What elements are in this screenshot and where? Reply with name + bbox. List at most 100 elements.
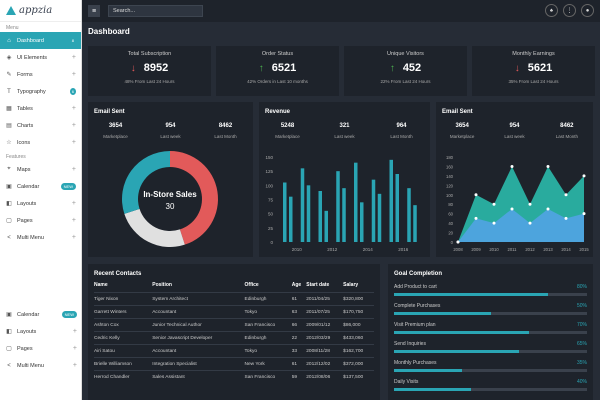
table-row[interactable]: Garrett Winters Accountant Tokyo 63 2011/07/…: [94, 305, 374, 319]
table-cell: $433,060: [343, 331, 374, 345]
bar: [413, 205, 417, 242]
x-tick-label: 2011: [507, 247, 517, 252]
plus-icon: +: [71, 200, 76, 207]
card-title: Email Sent: [94, 109, 125, 115]
table-cell: 2012/08/06: [306, 370, 344, 384]
goal-progress-fill: [394, 369, 462, 372]
sidebar-item-pages[interactable]: ▢ Pages +: [0, 212, 81, 229]
bar: [318, 191, 322, 242]
menu-icon[interactable]: ≡: [88, 5, 100, 17]
logo[interactable]: appzia: [0, 0, 81, 22]
sidebar-item-layouts[interactable]: ◧ Layouts +: [0, 323, 82, 340]
revenue-bar-chart: 0 25 50 75 100 125 150 2010 2012 2014 2016: [265, 155, 417, 252]
column-header[interactable]: Start date: [306, 282, 330, 288]
sidebar-item-charts[interactable]: ▤ Charts +: [0, 117, 81, 134]
x-tick-label: 2012: [327, 247, 338, 252]
column-header[interactable]: Salary: [343, 282, 359, 288]
share-icon: <: [7, 362, 11, 369]
table-cell: Brielle Williamson: [94, 357, 153, 371]
goal-percent: 80%: [576, 284, 587, 290]
sidebar-item-layouts[interactable]: ◧ Layouts +: [0, 195, 81, 212]
goal-label: Monthly Purchases: [394, 360, 437, 366]
revenue-card: Revenue 5248 Marketplace 321 Last week 964…: [259, 102, 430, 257]
sidebar-item-multi-menu[interactable]: < Multi Menu +: [0, 229, 81, 246]
goal-completion-card: Goal Completion Add Product to cart 80% Co…: [388, 264, 593, 400]
goal-label: Visit Premium plan: [394, 322, 436, 328]
table-row[interactable]: Herrod Chandler Sales Assistant San Franci…: [94, 370, 374, 384]
plus-icon: +: [71, 71, 76, 78]
goal-progress-fill: [394, 293, 549, 296]
table-cell: $170,750: [343, 305, 374, 319]
table-row[interactable]: Airi Satou Accountant Tokyo 33 2008/11/28 $16…: [94, 344, 374, 358]
y-tick-label: 50: [268, 212, 274, 217]
bell-icon[interactable]: ♠: [545, 4, 558, 17]
sidebar-item-icons[interactable]: ☆ Icons +: [0, 134, 81, 151]
sidebar-item-multi-menu[interactable]: < Multi Menu +: [0, 357, 82, 374]
column-header[interactable]: Age: [291, 282, 302, 288]
stat-title: Monthly Earnings: [512, 51, 555, 57]
sidebar-item-pages[interactable]: ▢ Pages +: [0, 340, 82, 357]
sidebar-item-label: UI Elements: [17, 54, 47, 61]
goal-progress-track: [394, 350, 587, 353]
data-point: [546, 164, 550, 168]
sidebar-item-label: Calendar: [17, 183, 40, 190]
avatar-icon[interactable]: ●: [581, 4, 594, 17]
sidebar-item-tables[interactable]: ▦ Tables +: [0, 100, 81, 117]
table-cell: 59: [291, 370, 307, 384]
email-sent-area-card: Email Sent 3654 Marketplace 954 Last week …: [436, 102, 593, 257]
sidebar-item-typography[interactable]: T Typography 6: [0, 83, 81, 100]
stat-value: 8952: [143, 62, 169, 74]
calendar-icon: ▣: [6, 312, 12, 318]
text-icon: T: [7, 88, 11, 95]
table-cell: Accountant: [152, 344, 245, 358]
donut-center-label: In-Store Sales: [143, 190, 197, 199]
search-input[interactable]: Search...: [108, 5, 203, 17]
logo-icon: [6, 6, 16, 15]
stat-title: Total Subscription: [127, 51, 172, 57]
goal-percent: 40%: [576, 379, 587, 385]
share-icon: <: [7, 234, 11, 241]
sidebar-item-dashboard[interactable]: ⌂ Dashboard 8: [0, 32, 81, 49]
table-row[interactable]: Cedric Kelly Senior Javascript Developer E…: [94, 331, 374, 345]
bar: [377, 193, 382, 242]
pages-icon: ▢: [6, 218, 12, 224]
column-header[interactable]: Name: [94, 282, 108, 288]
table-row[interactable]: Tiger Nixon System Architect Edinburgh 61 20…: [94, 292, 374, 306]
plus-icon: +: [71, 54, 76, 61]
pie-slice: [124, 208, 185, 247]
table-cell: Tokyo: [244, 344, 292, 358]
table-cell: 66: [291, 318, 307, 332]
goal-item: Add Product to cart 80%: [394, 284, 587, 296]
plus-icon: +: [71, 166, 76, 173]
x-tick-label: 2010: [489, 247, 499, 252]
table-cell: Ashton Cox: [94, 318, 153, 332]
grid-icon[interactable]: ⋮: [563, 4, 576, 17]
metric-value: 321: [339, 123, 350, 129]
y-tick-label: 40: [448, 221, 453, 226]
sidebar-item-calendar[interactable]: ▣ Calendar NEW: [0, 306, 82, 323]
column-header[interactable]: Office: [244, 282, 259, 288]
table-cell: 2008/11/28: [306, 344, 344, 358]
metric-value: 954: [509, 123, 520, 129]
x-tick-label: 2009: [471, 247, 481, 252]
sidebar-item-forms[interactable]: ✎ Forms +: [0, 66, 81, 83]
sidebar-item-maps[interactable]: ⌖ Maps +: [0, 161, 81, 178]
stat-value: 6521: [271, 62, 297, 74]
bar: [371, 179, 376, 242]
table-row[interactable]: Brielle Williamson Integration Specialist…: [94, 357, 374, 371]
data-point: [510, 164, 514, 168]
table-row[interactable]: Ashton Cox Junior Technical Author San Fra…: [94, 318, 374, 332]
column-header[interactable]: Position: [152, 282, 172, 288]
plus-icon: +: [72, 328, 77, 335]
table-cell: Airi Satou: [94, 344, 153, 358]
table-cell: $320,800: [343, 292, 374, 306]
sidebar-item-calendar[interactable]: ▣ Calendar NEW: [0, 178, 81, 195]
layout-icon: ◧: [6, 329, 12, 335]
goal-item: Complete Purchases 50%: [394, 303, 587, 315]
bar: [407, 188, 411, 242]
data-point: [582, 212, 586, 216]
y-tick-label: 120: [446, 183, 454, 188]
goal-percent: 65%: [576, 341, 587, 347]
stat-value-row: ↑ 6521: [216, 62, 339, 74]
sidebar-item-ui-elements[interactable]: ◈ UI Elements +: [0, 49, 81, 66]
